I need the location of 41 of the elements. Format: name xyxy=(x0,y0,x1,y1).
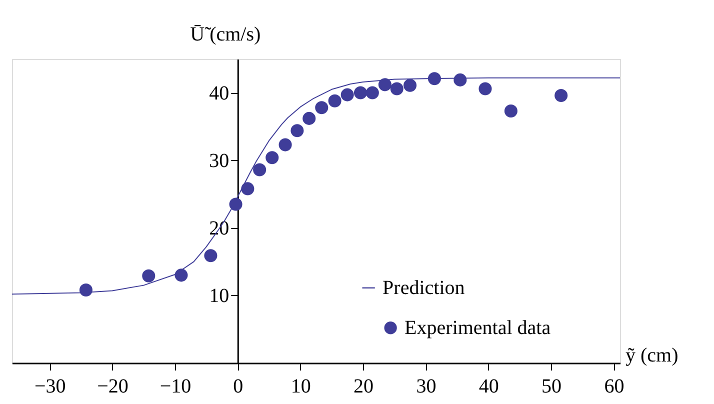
point xyxy=(266,151,279,164)
x-tick-label: 50 xyxy=(542,376,562,398)
point xyxy=(229,198,242,211)
point xyxy=(378,78,392,92)
legend-label: Experimental data xyxy=(404,316,551,339)
point xyxy=(278,138,292,152)
x-tick-label: 0 xyxy=(233,376,244,398)
x-tick-label: −10 xyxy=(160,376,192,398)
point xyxy=(315,101,328,114)
point xyxy=(354,86,368,100)
point xyxy=(390,82,404,96)
point xyxy=(79,284,92,297)
point xyxy=(328,94,342,108)
y-tick-label: 40 xyxy=(209,82,230,104)
y-tick-label: 30 xyxy=(209,150,230,172)
point xyxy=(290,124,304,138)
x-axis-title: ỹ (cm) xyxy=(626,344,678,366)
point xyxy=(241,182,254,196)
point xyxy=(340,88,354,102)
x-tick-label: 20 xyxy=(354,376,374,398)
legend-label: Prediction xyxy=(382,276,465,299)
x-tick-label: −30 xyxy=(34,376,66,398)
x-tick-label: 10 xyxy=(290,376,311,398)
point xyxy=(253,163,266,176)
point xyxy=(428,72,441,86)
point xyxy=(454,73,467,86)
point xyxy=(204,249,218,262)
point xyxy=(504,104,518,118)
x-tick-label: −20 xyxy=(97,376,128,398)
point xyxy=(404,78,417,92)
x-tick-label: 40 xyxy=(478,376,499,398)
point xyxy=(142,269,156,282)
point xyxy=(366,86,379,100)
x-tick-label: 30 xyxy=(416,376,436,398)
point xyxy=(174,268,188,282)
point xyxy=(302,112,316,125)
x-tick-label: 60 xyxy=(604,376,624,398)
point xyxy=(554,88,568,102)
y-tick-label: 10 xyxy=(209,284,230,307)
y-axis-title: Ū̃ (cm/s) xyxy=(190,24,261,46)
point xyxy=(478,82,492,96)
